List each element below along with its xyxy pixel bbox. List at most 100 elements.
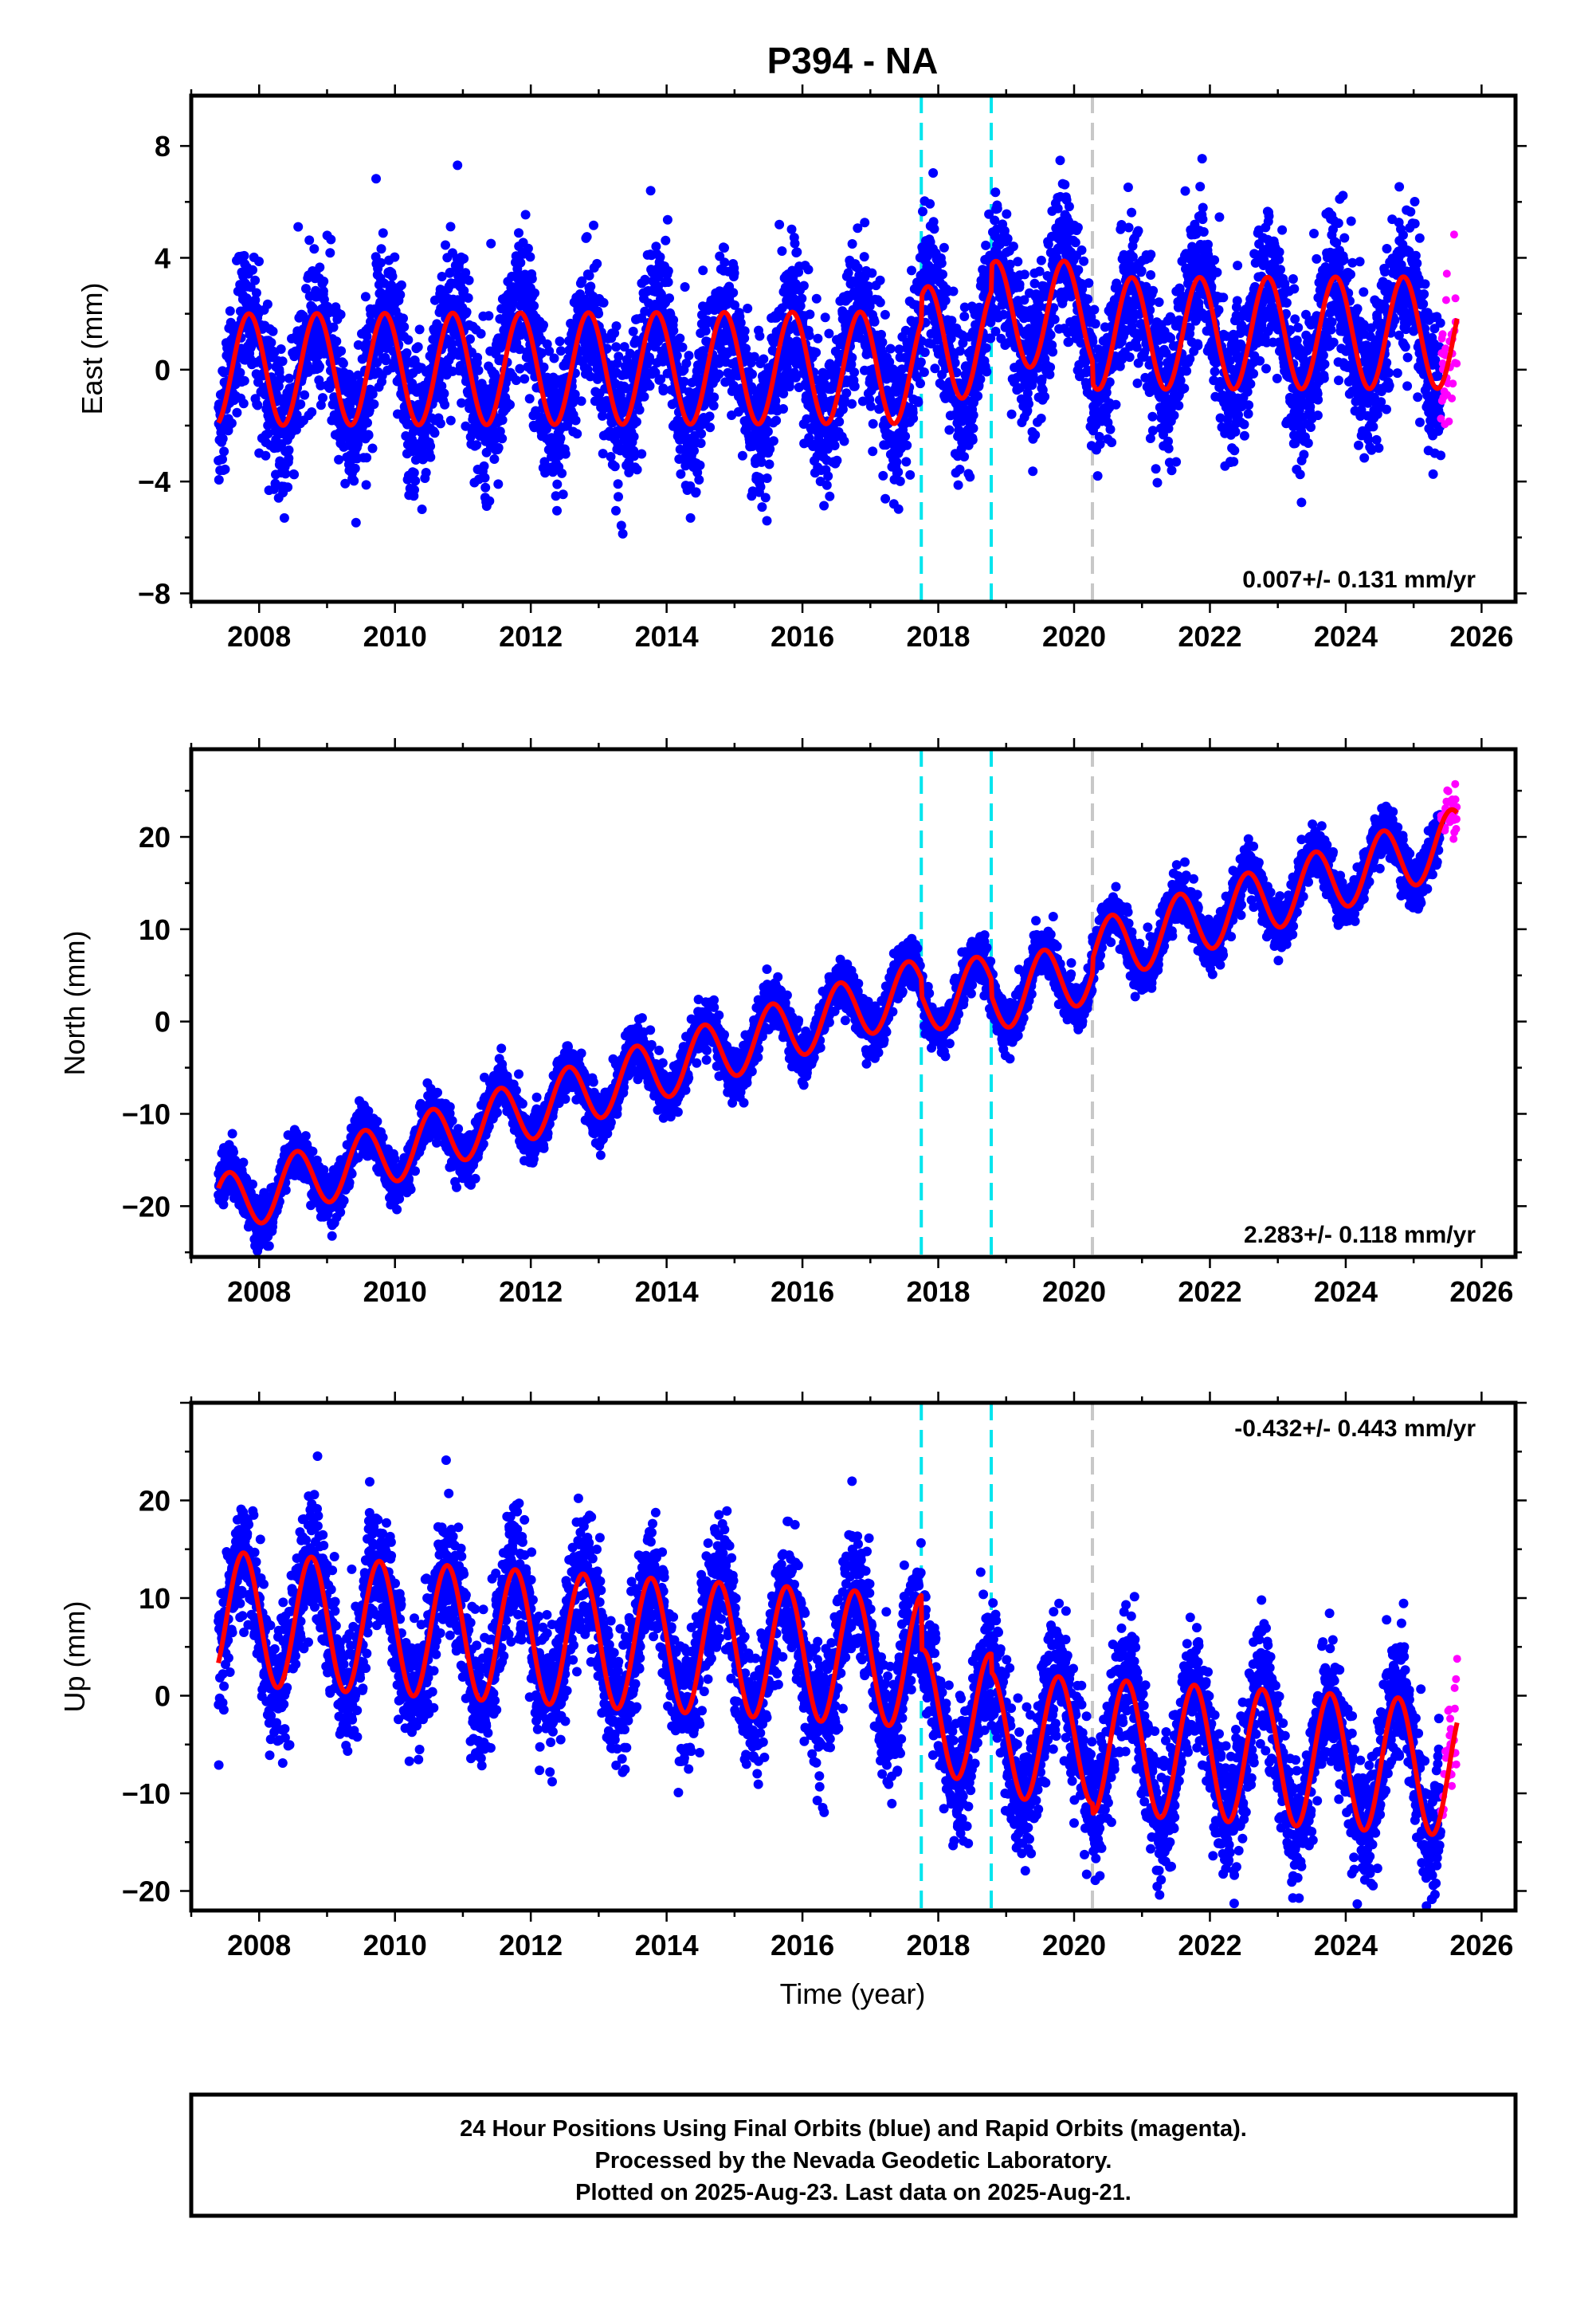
final-orbit-point: [959, 452, 970, 461]
final-orbit-point: [514, 228, 524, 238]
final-orbit-point: [484, 311, 494, 321]
final-orbit-point: [396, 280, 406, 290]
final-orbit-point: [676, 434, 687, 445]
final-orbit-point: [539, 362, 549, 372]
final-orbit-point: [1083, 294, 1093, 304]
final-orbit-point: [885, 344, 896, 354]
final-orbit-point: [672, 351, 682, 361]
final-orbit-point: [239, 375, 249, 386]
final-orbit-point: [774, 219, 785, 230]
final-orbit-point: [849, 367, 860, 378]
final-orbit-point: [868, 418, 878, 429]
final-orbit-point: [676, 469, 686, 479]
final-orbit-point: [849, 381, 860, 391]
final-orbit-point: [1212, 267, 1222, 277]
final-orbit-point: [539, 320, 548, 330]
final-orbit-point: [662, 214, 673, 225]
final-orbit-point: [825, 491, 835, 501]
final-orbit-point: [916, 379, 925, 389]
final-orbit-point: [696, 429, 707, 439]
final-orbit-point: [680, 461, 691, 471]
final-orbit-point: [410, 455, 421, 465]
final-orbit-point: [1179, 383, 1190, 394]
final-orbit-point: [268, 326, 278, 336]
final-orbit-point: [1013, 257, 1023, 267]
final-orbit-point: [218, 454, 227, 465]
final-orbit-point: [614, 492, 623, 502]
final-orbit-point: [1229, 457, 1239, 467]
final-orbit-point: [1105, 424, 1116, 434]
final-orbit-point: [902, 440, 912, 450]
final-orbit-point: [360, 292, 371, 302]
final-orbit-point: [495, 426, 505, 437]
final-orbit-point: [410, 476, 421, 486]
final-orbit-point: [218, 434, 228, 444]
final-orbit-point: [316, 400, 326, 410]
final-orbit-point: [948, 286, 959, 296]
final-orbit-point: [1090, 319, 1100, 329]
final-orbit-point: [847, 352, 857, 363]
final-orbit-point: [650, 367, 661, 378]
final-orbit-point: [421, 468, 431, 477]
final-orbit-point: [875, 297, 885, 308]
final-orbit-point: [544, 346, 555, 356]
final-orbit-point: [1070, 238, 1080, 248]
final-orbit-point: [515, 363, 525, 374]
final-orbit-point: [319, 294, 329, 304]
final-orbit-point: [973, 391, 983, 401]
final-orbit-point: [445, 222, 456, 232]
final-orbit-point: [822, 480, 832, 490]
final-orbit-point: [981, 240, 991, 250]
final-orbit-point: [675, 333, 685, 344]
final-orbit-point: [940, 296, 951, 306]
final-orbit-point: [1198, 202, 1208, 213]
final-orbit-point: [497, 415, 508, 425]
final-orbit-point: [692, 467, 703, 477]
final-orbit-point: [634, 405, 645, 415]
final-orbit-point: [378, 228, 388, 238]
final-orbit-point: [555, 336, 565, 347]
final-orbit-point: [309, 244, 320, 254]
final-orbit-point: [1111, 399, 1121, 410]
final-orbit-point: [1197, 154, 1207, 164]
final-orbit-point: [493, 442, 504, 453]
final-orbit-point: [277, 356, 288, 367]
final-orbit-point: [398, 313, 408, 324]
final-orbit-point: [582, 232, 592, 242]
final-orbit-point: [658, 386, 669, 396]
final-orbit-point: [747, 369, 757, 379]
final-orbit-point: [493, 479, 504, 489]
final-orbit-point: [353, 370, 363, 380]
final-orbit-point: [292, 410, 302, 420]
final-orbit-point: [663, 266, 673, 276]
final-orbit-point: [399, 322, 410, 332]
final-orbit-point: [590, 396, 600, 406]
final-orbit-point: [598, 297, 609, 308]
final-orbit-point: [655, 252, 665, 262]
final-orbit-point: [1008, 242, 1018, 252]
final-orbit-point: [1264, 211, 1274, 222]
final-orbit-point: [760, 493, 771, 503]
final-orbit-point: [279, 512, 289, 523]
final-orbit-point: [811, 348, 822, 358]
final-orbit-point: [1030, 430, 1041, 440]
final-orbit-point: [539, 457, 550, 467]
final-orbit-point: [239, 250, 249, 261]
final-orbit-point: [334, 454, 344, 465]
final-orbit-point: [611, 321, 622, 332]
final-orbit-point: [402, 348, 412, 358]
final-orbit-point: [611, 342, 622, 352]
final-orbit-point: [704, 411, 715, 422]
final-orbit-point: [376, 244, 386, 254]
final-orbit-point: [484, 496, 495, 506]
final-orbit-point: [1180, 186, 1190, 196]
final-orbit-point: [440, 399, 450, 410]
final-orbit-point: [253, 400, 263, 410]
final-orbit-point: [367, 389, 378, 399]
final-orbit-point: [939, 242, 949, 253]
final-orbit-point: [480, 473, 490, 483]
final-orbit-point: [261, 450, 271, 461]
final-orbit-point: [919, 367, 929, 377]
final-orbit-point: [762, 516, 772, 526]
final-orbit-point: [867, 268, 877, 278]
